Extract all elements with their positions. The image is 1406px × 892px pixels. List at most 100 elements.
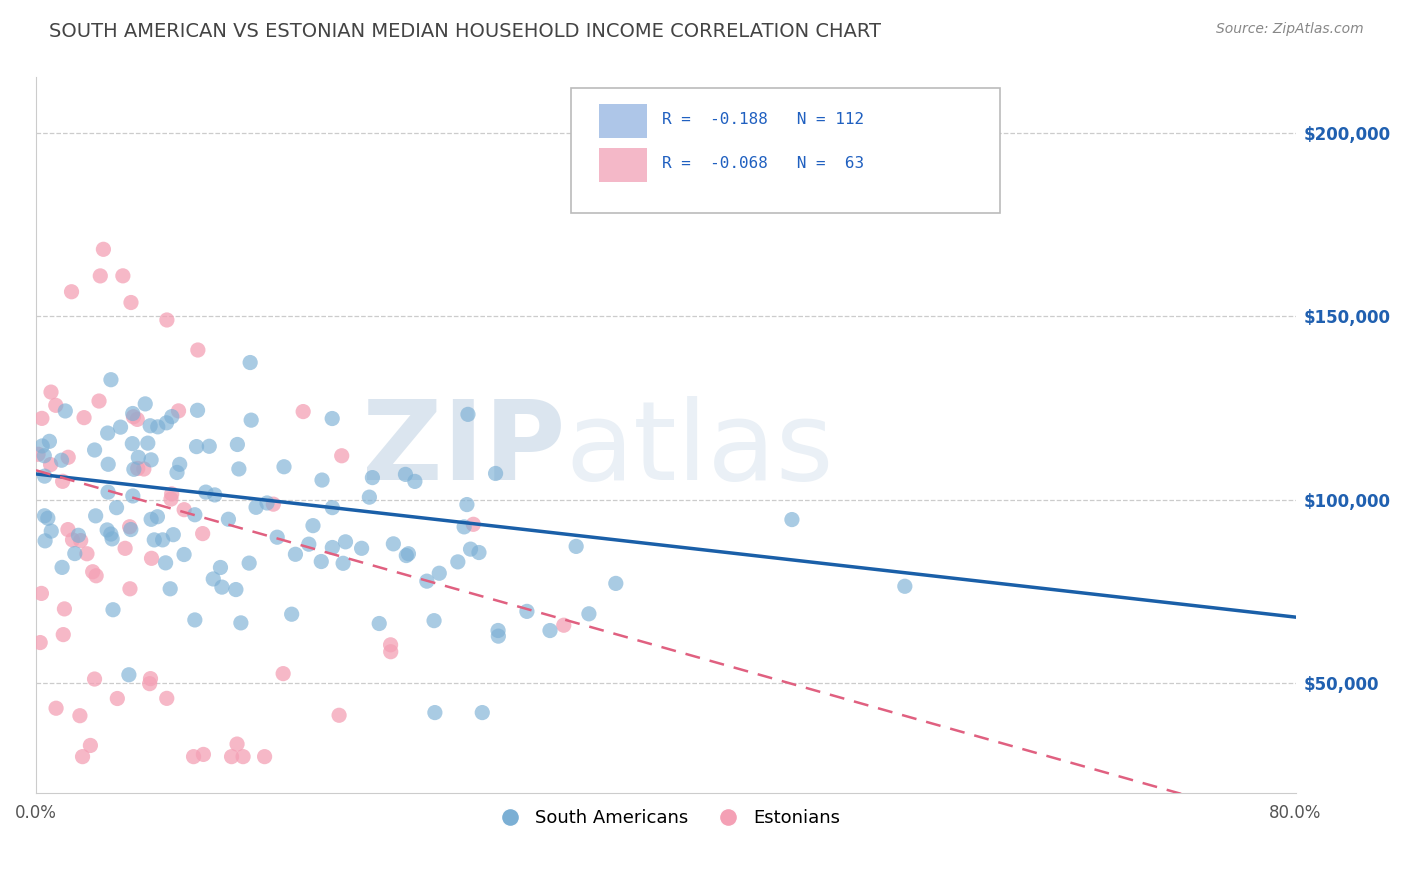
Point: [193, 747, 215, 762]
Point: [460, 542, 482, 557]
Point: [217, 512, 239, 526]
Point: [155, 556, 177, 570]
Point: [245, 500, 267, 515]
Point: [53, 602, 76, 616]
Point: [160, 487, 183, 501]
Legend: South Americans, Estonians: South Americans, Estonians: [484, 802, 848, 834]
Point: [232, 749, 254, 764]
Point: [309, 555, 332, 569]
Point: [162, 527, 184, 541]
Point: [350, 541, 373, 556]
Point: [51, 560, 73, 574]
Point: [127, 412, 149, 426]
FancyBboxPatch shape: [571, 88, 1000, 213]
Point: [152, 533, 174, 547]
Point: [121, 489, 143, 503]
Point: [105, 691, 128, 706]
Point: [578, 607, 600, 621]
Point: [253, 749, 276, 764]
Text: atlas: atlas: [565, 396, 834, 503]
Point: [111, 268, 134, 283]
Point: [139, 453, 162, 467]
FancyBboxPatch shape: [599, 104, 647, 138]
Point: [101, 603, 124, 617]
Point: [229, 615, 252, 630]
Point: [221, 749, 243, 764]
Point: [100, 527, 122, 541]
Text: ZIP: ZIP: [361, 396, 565, 503]
Point: [463, 517, 485, 532]
Point: [34, 469, 56, 483]
Point: [204, 488, 226, 502]
Point: [122, 462, 145, 476]
Point: [321, 500, 343, 515]
Point: [538, 624, 561, 638]
Point: [456, 498, 478, 512]
Point: [30, 635, 52, 649]
Point: [62, 533, 84, 547]
Point: [121, 407, 143, 421]
Point: [34, 533, 56, 548]
Point: [471, 706, 494, 720]
Point: [202, 572, 225, 586]
Point: [73, 410, 96, 425]
Point: [468, 545, 491, 559]
Point: [239, 355, 262, 369]
FancyBboxPatch shape: [599, 147, 647, 182]
Point: [138, 676, 160, 690]
Point: [139, 418, 162, 433]
Point: [486, 624, 509, 638]
Point: [87, 394, 110, 409]
Point: [52, 627, 75, 641]
Point: [186, 403, 208, 417]
Point: [67, 528, 90, 542]
Point: [780, 512, 803, 526]
Point: [120, 523, 142, 537]
Point: [211, 580, 233, 594]
Point: [194, 485, 217, 500]
Point: [97, 485, 120, 500]
Point: [311, 473, 333, 487]
Point: [186, 440, 208, 454]
Point: [34, 449, 56, 463]
Point: [416, 574, 439, 589]
Point: [69, 533, 91, 548]
Point: [396, 547, 419, 561]
Point: [118, 520, 141, 534]
Point: [60, 285, 83, 299]
Point: [121, 436, 143, 450]
Point: [97, 425, 120, 440]
Point: [72, 749, 94, 764]
Point: [209, 560, 232, 574]
Point: [516, 604, 538, 618]
Point: [380, 638, 402, 652]
Point: [382, 537, 405, 551]
Point: [447, 555, 470, 569]
Point: [486, 629, 509, 643]
Point: [423, 614, 446, 628]
Point: [321, 541, 343, 555]
Point: [605, 576, 627, 591]
Point: [380, 645, 402, 659]
Point: [156, 313, 179, 327]
Point: [298, 537, 321, 551]
Point: [453, 520, 475, 534]
Point: [82, 565, 104, 579]
Point: [39, 385, 62, 400]
Point: [105, 500, 128, 515]
Point: [122, 409, 145, 424]
Point: [96, 523, 118, 537]
Point: [84, 568, 107, 582]
Point: [423, 706, 446, 720]
Text: R =  -0.188   N = 112: R = -0.188 N = 112: [662, 112, 865, 127]
Point: [45, 398, 67, 412]
Point: [368, 616, 391, 631]
Point: [228, 462, 250, 476]
Point: [404, 475, 426, 489]
Point: [280, 607, 302, 622]
Point: [359, 490, 381, 504]
Point: [266, 530, 288, 544]
Point: [143, 533, 166, 547]
Point: [894, 579, 917, 593]
Point: [183, 749, 205, 764]
